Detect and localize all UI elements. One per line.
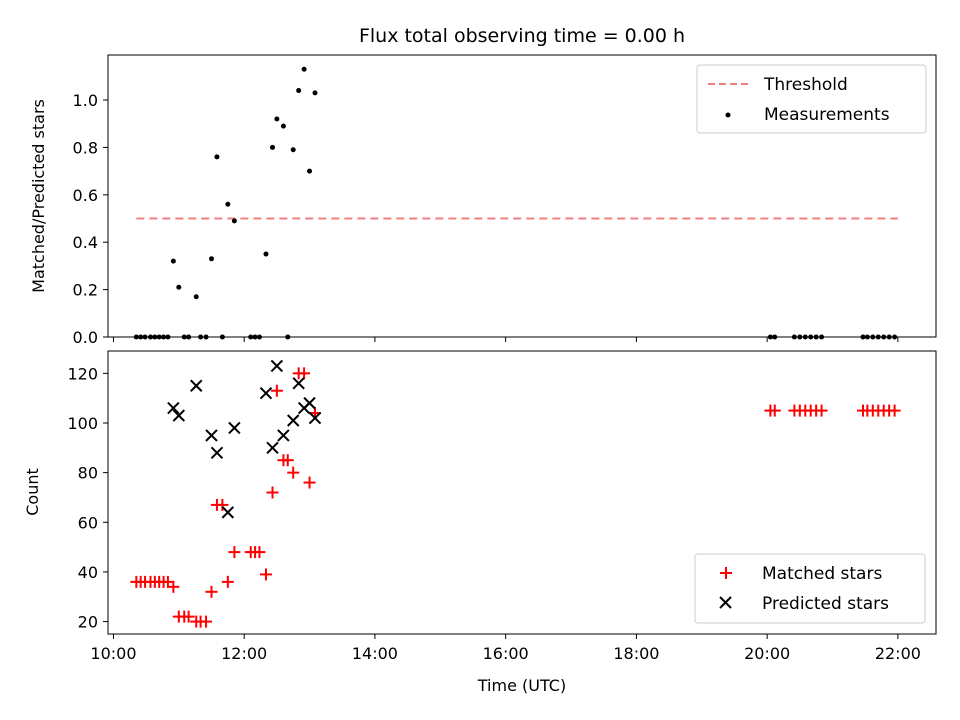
measurement-point xyxy=(193,294,199,300)
predicted-star-point xyxy=(210,446,224,459)
bottom-y-ticks: 20 40 60 80 100 120 xyxy=(67,364,108,632)
matched-star-point xyxy=(200,615,213,628)
series-matched-stars xyxy=(130,367,901,628)
predicted-star-point xyxy=(167,401,180,415)
y-tick-label: 40 xyxy=(78,563,98,582)
y-tick-label: 0.6 xyxy=(73,186,98,205)
chart-title: Flux total observing time = 0.00 h xyxy=(359,25,685,47)
matched-star-point xyxy=(228,546,241,559)
measurement-point xyxy=(214,154,220,160)
matched-star-point xyxy=(221,575,234,588)
y-tick-label: 60 xyxy=(78,513,98,532)
matched-star-point xyxy=(182,610,195,623)
predicted-stars-legend-swatch xyxy=(719,596,732,609)
y-tick-label: 20 xyxy=(78,613,98,632)
matched-star-point xyxy=(303,476,316,489)
measurements-legend-label: Measurements xyxy=(764,105,890,125)
y-tick-label: 1.0 xyxy=(73,91,98,110)
x-tick-label: 18:00 xyxy=(613,644,659,663)
matched-star-point xyxy=(888,404,901,417)
predicted-star-point xyxy=(308,411,322,425)
measurement-point xyxy=(225,201,231,207)
bottom-plot-marks xyxy=(130,359,901,628)
predicted-star-point xyxy=(221,506,235,519)
predicted-stars-legend-label: Predicted stars xyxy=(762,594,889,614)
y-tick-label: 0.0 xyxy=(73,328,98,347)
matched-star-point xyxy=(287,466,300,479)
threshold-legend-label: Threshold xyxy=(763,75,848,95)
matched-stars-legend-swatch xyxy=(720,567,732,579)
y-tick-label: 0.4 xyxy=(73,233,98,252)
measurement-point xyxy=(231,218,237,224)
predicted-star-point xyxy=(228,421,241,435)
matched-stars-legend-label: Matched stars xyxy=(762,564,882,584)
x-tick-label: 16:00 xyxy=(483,644,529,663)
series-measurements xyxy=(133,66,898,340)
matched-star-point xyxy=(259,568,272,581)
matched-star-point xyxy=(216,498,229,511)
predicted-star-point xyxy=(172,409,186,422)
y-tick-label: 0.2 xyxy=(73,281,98,300)
top-y-axis-label: Matched/Predicted stars xyxy=(29,99,48,293)
matched-star-point xyxy=(298,367,311,380)
top-legend-box xyxy=(696,64,927,134)
predicted-star-point xyxy=(287,414,300,427)
measurement-point xyxy=(274,116,280,122)
predicted-star-point xyxy=(303,396,316,410)
x-tick-label: 12:00 xyxy=(221,644,267,663)
measurement-point xyxy=(263,251,269,257)
y-tick-label: 120 xyxy=(67,364,98,383)
measurement-point xyxy=(290,147,296,153)
predicted-star-point xyxy=(270,359,284,373)
measurement-point xyxy=(301,66,307,72)
measurements-legend-swatch xyxy=(725,112,731,118)
measurement-point xyxy=(170,258,176,264)
measurement-point xyxy=(307,168,313,174)
y-tick-label: 100 xyxy=(67,414,98,433)
top-plot-marks xyxy=(133,66,898,340)
measurement-point xyxy=(270,144,276,150)
measurement-point xyxy=(312,90,318,96)
predicted-star-point xyxy=(190,379,203,392)
x-tick-label: 22:00 xyxy=(875,644,921,663)
x-tick-label: 14:00 xyxy=(352,644,398,663)
bottom-legend: Matched stars Predicted stars xyxy=(694,553,926,624)
measurement-point xyxy=(176,284,182,290)
top-panel: 0.0 0.2 0.4 0.6 0.8 1.0 Matched/Predicted sta… xyxy=(29,54,937,347)
measurement-point xyxy=(209,256,214,262)
bottom-legend-box xyxy=(694,553,926,624)
matched-star-point xyxy=(281,454,294,467)
x-tick-label: 10:00 xyxy=(90,644,136,663)
predicted-star-point xyxy=(277,429,290,442)
top-x-ticks xyxy=(112,337,899,342)
top-y-ticks: 0.0 0.2 0.4 0.6 0.8 1.0 xyxy=(73,91,108,347)
measurement-point xyxy=(296,88,302,94)
bottom-x-ticks: 10:00 12:00 14:00 16:00 18:00 20:00 22:00 xyxy=(90,634,921,663)
matched-star-point xyxy=(205,585,218,598)
series-predicted-stars xyxy=(167,359,322,519)
matched-star-point xyxy=(815,404,828,417)
bottom-panel: 20 40 60 80 100 120 10:00 12:00 14:00 16:00 18:00… xyxy=(23,350,937,695)
matched-star-point xyxy=(253,546,266,559)
bottom-plot-frame xyxy=(107,350,937,635)
bottom-y-axis-label: Count xyxy=(23,468,42,516)
predicted-star-point xyxy=(205,429,218,442)
x-tick-label: 20:00 xyxy=(744,644,790,663)
predicted-star-point xyxy=(292,377,305,390)
y-tick-label: 80 xyxy=(78,464,98,483)
predicted-star-point xyxy=(266,441,279,455)
top-plot-frame xyxy=(107,54,937,338)
matched-star-point xyxy=(167,580,180,593)
matched-star-point xyxy=(266,486,279,499)
top-legend: Threshold Measurements xyxy=(696,64,927,134)
y-tick-label: 0.8 xyxy=(73,138,98,157)
x-axis-label: Time (UTC) xyxy=(477,676,566,695)
measurement-point xyxy=(280,123,286,129)
predicted-star-point xyxy=(259,386,273,400)
matched-star-point xyxy=(768,404,781,417)
matched-star-point xyxy=(270,384,283,397)
